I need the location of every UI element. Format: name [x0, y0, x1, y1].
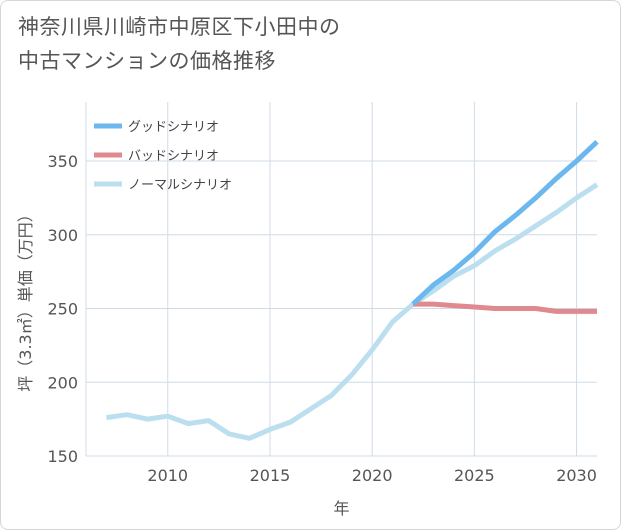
y-tick-label: 350	[47, 152, 78, 171]
series-lines	[106, 139, 599, 441]
y-tick-label: 300	[47, 226, 78, 245]
x-tick-label: 2025	[454, 466, 495, 485]
y-tick-label: 250	[47, 300, 78, 319]
legend-label-normal: ノーマルシナリオ	[128, 178, 232, 193]
series-line-bad	[413, 301, 597, 314]
y-tick-label: 200	[47, 373, 78, 392]
y-axis-label: 坪（3.3㎡）単価（万円）	[16, 206, 35, 391]
legend-label-bad: バッドシナリオ	[128, 149, 219, 164]
x-tick-label: 2020	[352, 466, 393, 485]
chart-title-line-1: 神奈川県川崎市中原区下小田中の	[18, 15, 341, 39]
chart-title-line-2: 中古マンションの価格推移	[18, 49, 276, 73]
axis-ticks: 2010 2015 2020 2025 2030 150 200 250 300 350	[47, 152, 596, 485]
legend-label-good: グッドシナリオ	[128, 120, 219, 135]
x-tick-label: 2030	[556, 466, 597, 485]
chart-title: 神奈川県川崎市中原区下小田中の 中古マンションの価格推移	[18, 10, 608, 78]
series-line-good	[411, 139, 599, 306]
series-line-normal	[106, 182, 599, 441]
x-axis-label: 年	[333, 499, 349, 518]
x-tick-label: 2010	[147, 466, 188, 485]
y-tick-label: 150	[47, 447, 78, 466]
x-tick-label: 2015	[250, 466, 291, 485]
